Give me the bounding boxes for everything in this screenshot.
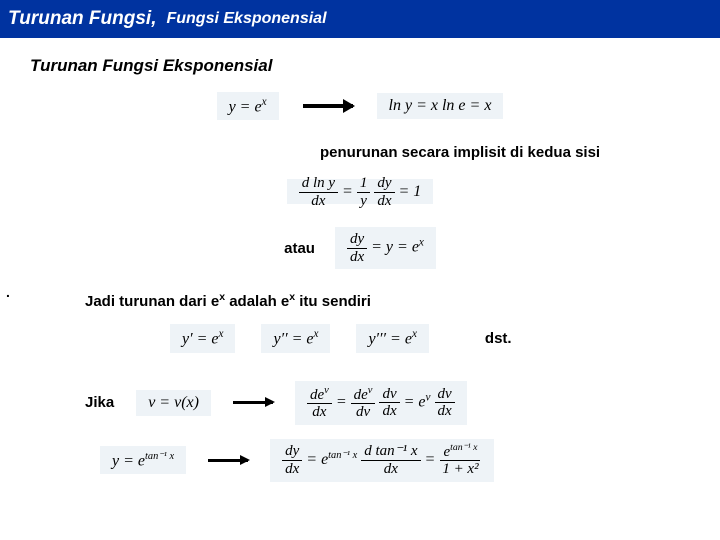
yprime-2: y′′ = ex — [261, 324, 330, 352]
slide-content: Turunan Fungsi Eksponensial y = ex ln y … — [0, 38, 720, 492]
example-y-def: y = etan⁻¹ x — [100, 446, 186, 474]
yprime-1: y′ = ex — [170, 324, 235, 352]
slide-header: Turunan Fungsi, Fungsi Eksponensial — [0, 0, 720, 38]
jika-label: Jika — [85, 394, 114, 411]
example-row: y = etan⁻¹ x dy dx = etan⁻¹ x d tan⁻¹ x … — [100, 439, 690, 482]
equation-lny: ln y = x ln e = x — [377, 93, 504, 119]
chain-rule-equation: dev dx = dev dv dv dx = ev dv dx — [295, 381, 467, 425]
example-derivative: dy dx = etan⁻¹ x d tan⁻¹ x dx = etan⁻¹ x… — [270, 439, 494, 482]
implicit-derivative-equation: d ln y dx = 1 y dy dx = 1 — [30, 175, 690, 209]
dot-mark: . — [6, 284, 10, 300]
section-subtitle: Turunan Fungsi Eksponensial — [30, 56, 690, 76]
yprime-3: y′′′ = ex — [356, 324, 428, 352]
conclusion-text: Jadi turunan dari ex adalah ex itu sendi… — [85, 291, 690, 310]
equation-row-1: y = ex ln y = x ln e = x — [30, 92, 690, 120]
header-main-title: Turunan Fungsi, — [8, 8, 156, 30]
arrow-right-icon — [303, 104, 353, 108]
equation-v-vx: v = v(x) — [136, 390, 211, 416]
equation-dy-dx-ex: dy dx = y = ex — [335, 227, 436, 269]
arrow-right-small-icon — [233, 401, 273, 404]
dst-label: dst. — [485, 330, 512, 347]
arrow-right-example-icon — [208, 459, 248, 462]
atau-label: atau — [284, 240, 315, 257]
atau-row: atau dy dx = y = ex — [30, 227, 690, 269]
jika-row: Jika v = v(x) dev dx = dev dv dv dx = ev… — [85, 381, 690, 425]
equation-y-equals-ex: y = ex — [217, 92, 279, 120]
derivative-list: y′ = ex y′′ = ex y′′′ = ex dst. — [170, 324, 690, 352]
note-implicit: penurunan secara implisit di kedua sisi — [320, 144, 690, 161]
header-subtitle: Fungsi Eksponensial — [166, 10, 326, 28]
